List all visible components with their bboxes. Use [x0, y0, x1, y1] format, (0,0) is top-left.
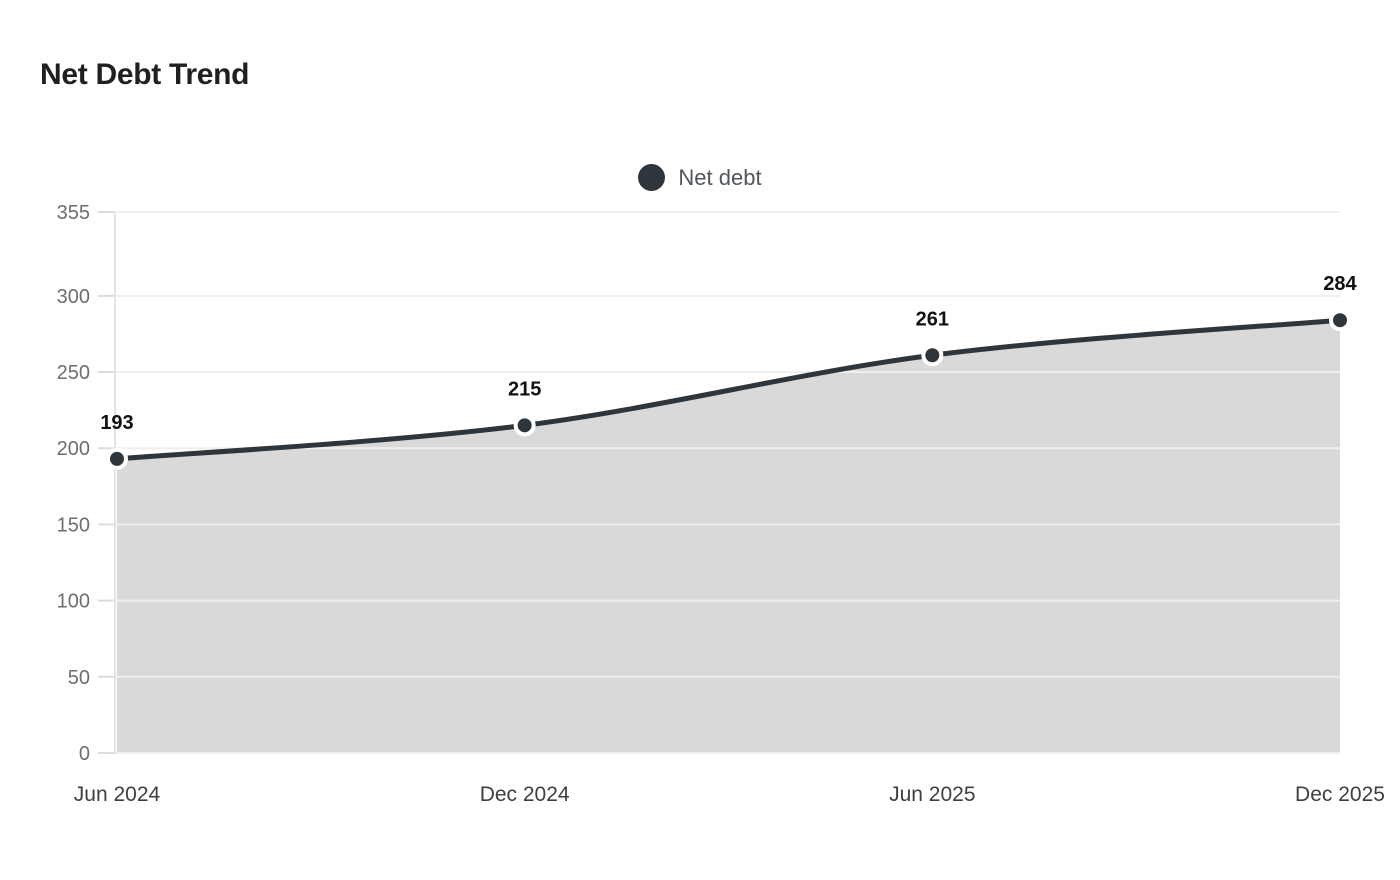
x-tick-label: Jun 2025 — [889, 783, 975, 806]
data-point-marker — [921, 344, 944, 367]
data-point-label: 284 — [1323, 273, 1357, 295]
legend: Net debt — [0, 164, 1400, 191]
area-fill — [117, 320, 1340, 753]
data-point-marker — [1329, 309, 1351, 332]
data-point-label: 193 — [100, 412, 133, 434]
y-tick-label: 150 — [57, 514, 90, 536]
legend-marker-icon — [638, 164, 666, 191]
trend-line — [114, 317, 1343, 462]
y-tick-label: 100 — [57, 591, 90, 613]
x-tick-label: Dec 2025 — [1295, 783, 1385, 806]
data-point-marker — [513, 414, 536, 437]
y-tick-label: 355 — [57, 202, 90, 224]
data-point-label: 215 — [508, 378, 541, 400]
y-tick-label: 0 — [79, 743, 90, 765]
y-tick-label: 250 — [57, 362, 90, 384]
chart-title: Net Debt Trend — [40, 58, 250, 91]
x-tick-label: Dec 2024 — [480, 783, 570, 806]
legend-label: Net debt — [678, 164, 762, 190]
x-tick-label: Jun 2024 — [74, 783, 161, 806]
y-tick-label: 200 — [57, 438, 90, 460]
data-point-label: 261 — [916, 308, 949, 330]
y-tick-label: 300 — [57, 286, 90, 308]
data-point-marker — [106, 447, 128, 470]
y-tick-label: 50 — [68, 667, 90, 689]
